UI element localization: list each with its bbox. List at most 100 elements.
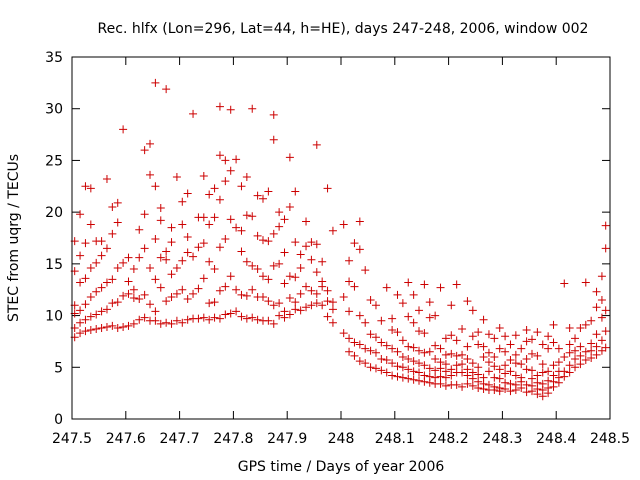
data-point (393, 290, 402, 299)
data-point (237, 312, 246, 321)
y-tick-label: 20 (45, 205, 63, 221)
data-point (571, 334, 580, 343)
data-point (119, 322, 128, 331)
data-point (237, 182, 246, 191)
data-point (76, 318, 85, 327)
data-point (76, 329, 85, 338)
data-point (119, 125, 128, 134)
data-point (587, 339, 596, 348)
data-point (307, 301, 316, 310)
data-point (113, 323, 122, 332)
data-point (468, 332, 477, 341)
data-point (205, 190, 214, 199)
data-point (232, 285, 241, 294)
data-point (253, 191, 262, 200)
data-point (527, 366, 536, 375)
data-point (242, 291, 251, 300)
data-point (124, 289, 133, 298)
data-point (291, 273, 300, 282)
data-point (248, 313, 257, 322)
data-point (328, 318, 337, 327)
data-point (533, 328, 542, 337)
data-point (81, 239, 90, 248)
data-point (495, 374, 504, 383)
data-point (382, 341, 391, 350)
data-point (307, 255, 316, 264)
x-tick-label: 247.7 (160, 431, 200, 447)
data-point (441, 360, 450, 369)
data-point (484, 330, 493, 339)
data-point (601, 221, 610, 230)
data-point (156, 204, 165, 213)
data-point (210, 265, 219, 274)
data-point (425, 298, 434, 307)
data-point (415, 346, 424, 355)
data-point (312, 289, 321, 298)
data-point (86, 220, 95, 229)
data-point (162, 247, 171, 256)
data-point (366, 363, 375, 372)
data-point (468, 381, 477, 390)
data-point (527, 374, 536, 383)
data-point (361, 359, 370, 368)
data-point (183, 295, 192, 304)
data-point (544, 332, 553, 341)
data-point (587, 346, 596, 355)
data-point (544, 367, 553, 376)
data-point (124, 321, 133, 330)
y-tick-label: 25 (45, 153, 63, 169)
data-point (253, 315, 262, 324)
data-point (302, 282, 311, 291)
data-point (189, 109, 198, 118)
data-point (312, 299, 321, 308)
data-point (511, 380, 520, 389)
data-point (232, 307, 241, 316)
data-point (479, 373, 488, 382)
data-point (264, 316, 273, 325)
data-point (501, 332, 510, 341)
data-point (345, 307, 354, 316)
data-point (296, 306, 305, 315)
data-point (296, 289, 305, 298)
data-point (415, 306, 424, 315)
data-point (76, 251, 85, 260)
data-point (441, 381, 450, 390)
data-point (425, 364, 434, 373)
data-point (151, 235, 160, 244)
data-point (108, 321, 117, 330)
data-point (269, 110, 278, 119)
data-point (291, 187, 300, 196)
data-point (484, 367, 493, 376)
data-point (253, 231, 262, 240)
data-point (258, 194, 267, 203)
data-point (409, 367, 418, 376)
data-point (355, 217, 364, 226)
data-point (538, 340, 547, 349)
data-point (264, 187, 273, 196)
data-point (108, 299, 117, 308)
data-point (339, 292, 348, 301)
data-point (285, 153, 294, 162)
data-point (102, 175, 111, 184)
data-point (119, 291, 128, 300)
data-point (601, 343, 610, 352)
data-point (178, 256, 187, 265)
data-point (571, 363, 580, 372)
data-point (447, 349, 456, 358)
data-point (398, 336, 407, 345)
data-point (237, 247, 246, 256)
data-point (151, 316, 160, 325)
y-axis-label: STEC from uqrg / TECUs (6, 154, 22, 322)
data-point (221, 235, 230, 244)
data-point (323, 184, 332, 193)
data-point (554, 358, 563, 367)
data-point (172, 316, 181, 325)
data-point (355, 245, 364, 254)
data-point (506, 367, 515, 376)
data-point (318, 257, 327, 266)
data-point (189, 252, 198, 261)
data-point (592, 350, 601, 359)
data-point (269, 301, 278, 310)
data-point (269, 229, 278, 238)
